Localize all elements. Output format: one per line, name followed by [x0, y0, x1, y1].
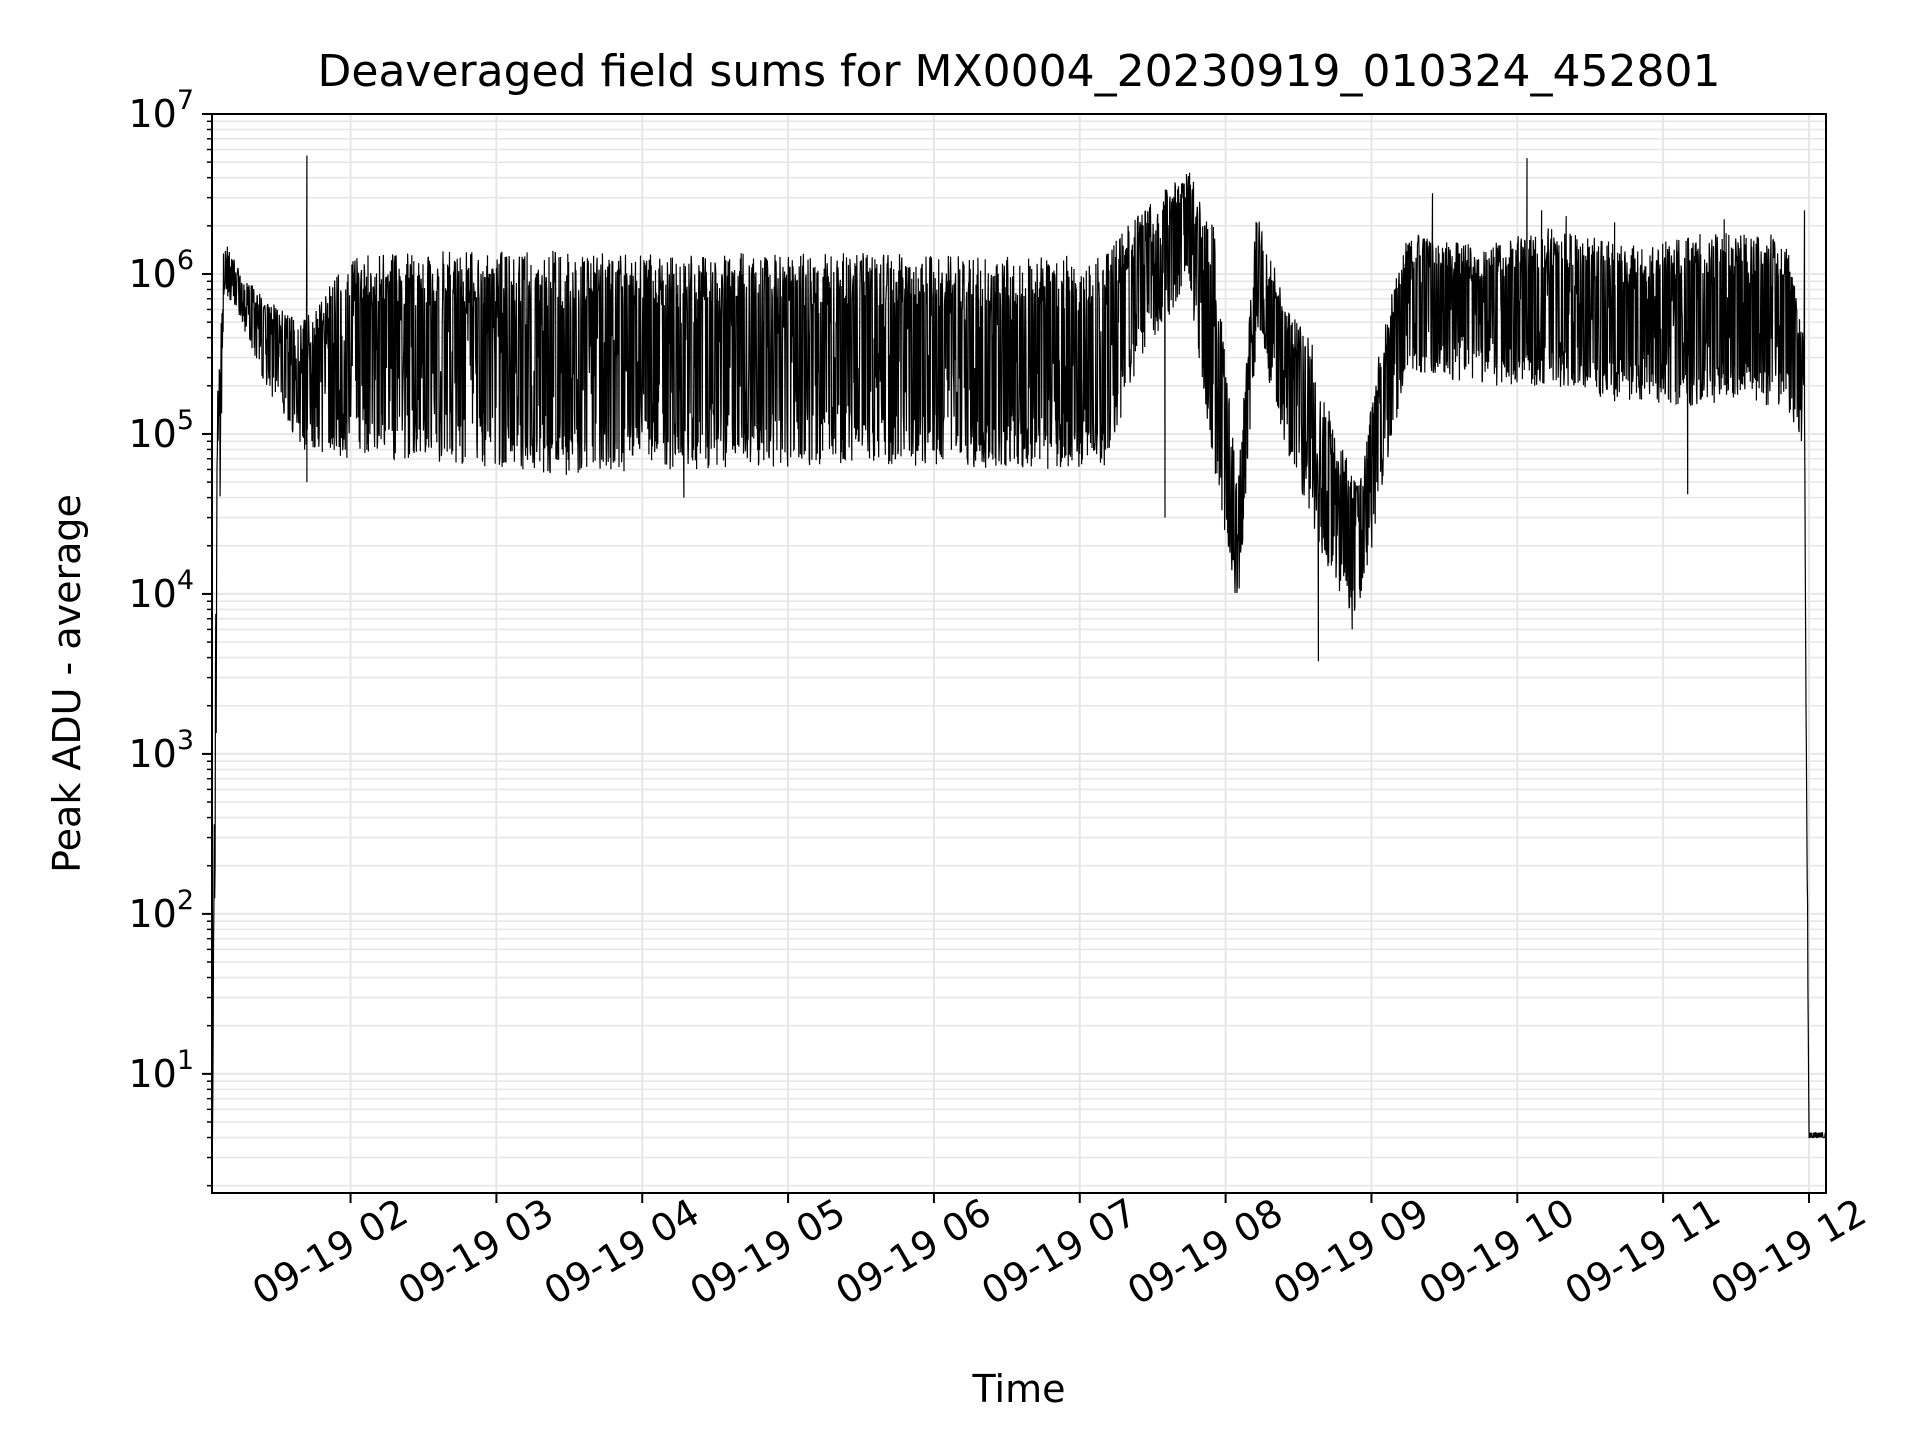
x-axis-label: Time — [972, 1367, 1066, 1411]
y-tick-label: 105 — [128, 405, 194, 456]
y-axis-label: Peak ADU - average — [45, 494, 89, 873]
y-tick-label: 103 — [128, 725, 194, 776]
y-axis: 101 102 103 104 105 106 107 — [128, 85, 212, 1187]
y-tick-label: 104 — [128, 565, 194, 616]
plot-area — [211, 155, 1827, 1186]
grid — [212, 113, 1826, 1193]
y-tick-label: 101 — [128, 1045, 194, 1096]
chart-title: Deaveraged field sums for MX0004_2023091… — [318, 46, 1721, 97]
y-tick-label: 106 — [128, 245, 194, 296]
y-tick-label: 107 — [128, 85, 194, 136]
plot-frame — [211, 113, 1827, 1194]
series-line — [211, 155, 1827, 1186]
y-tick-label: 102 — [128, 885, 194, 936]
